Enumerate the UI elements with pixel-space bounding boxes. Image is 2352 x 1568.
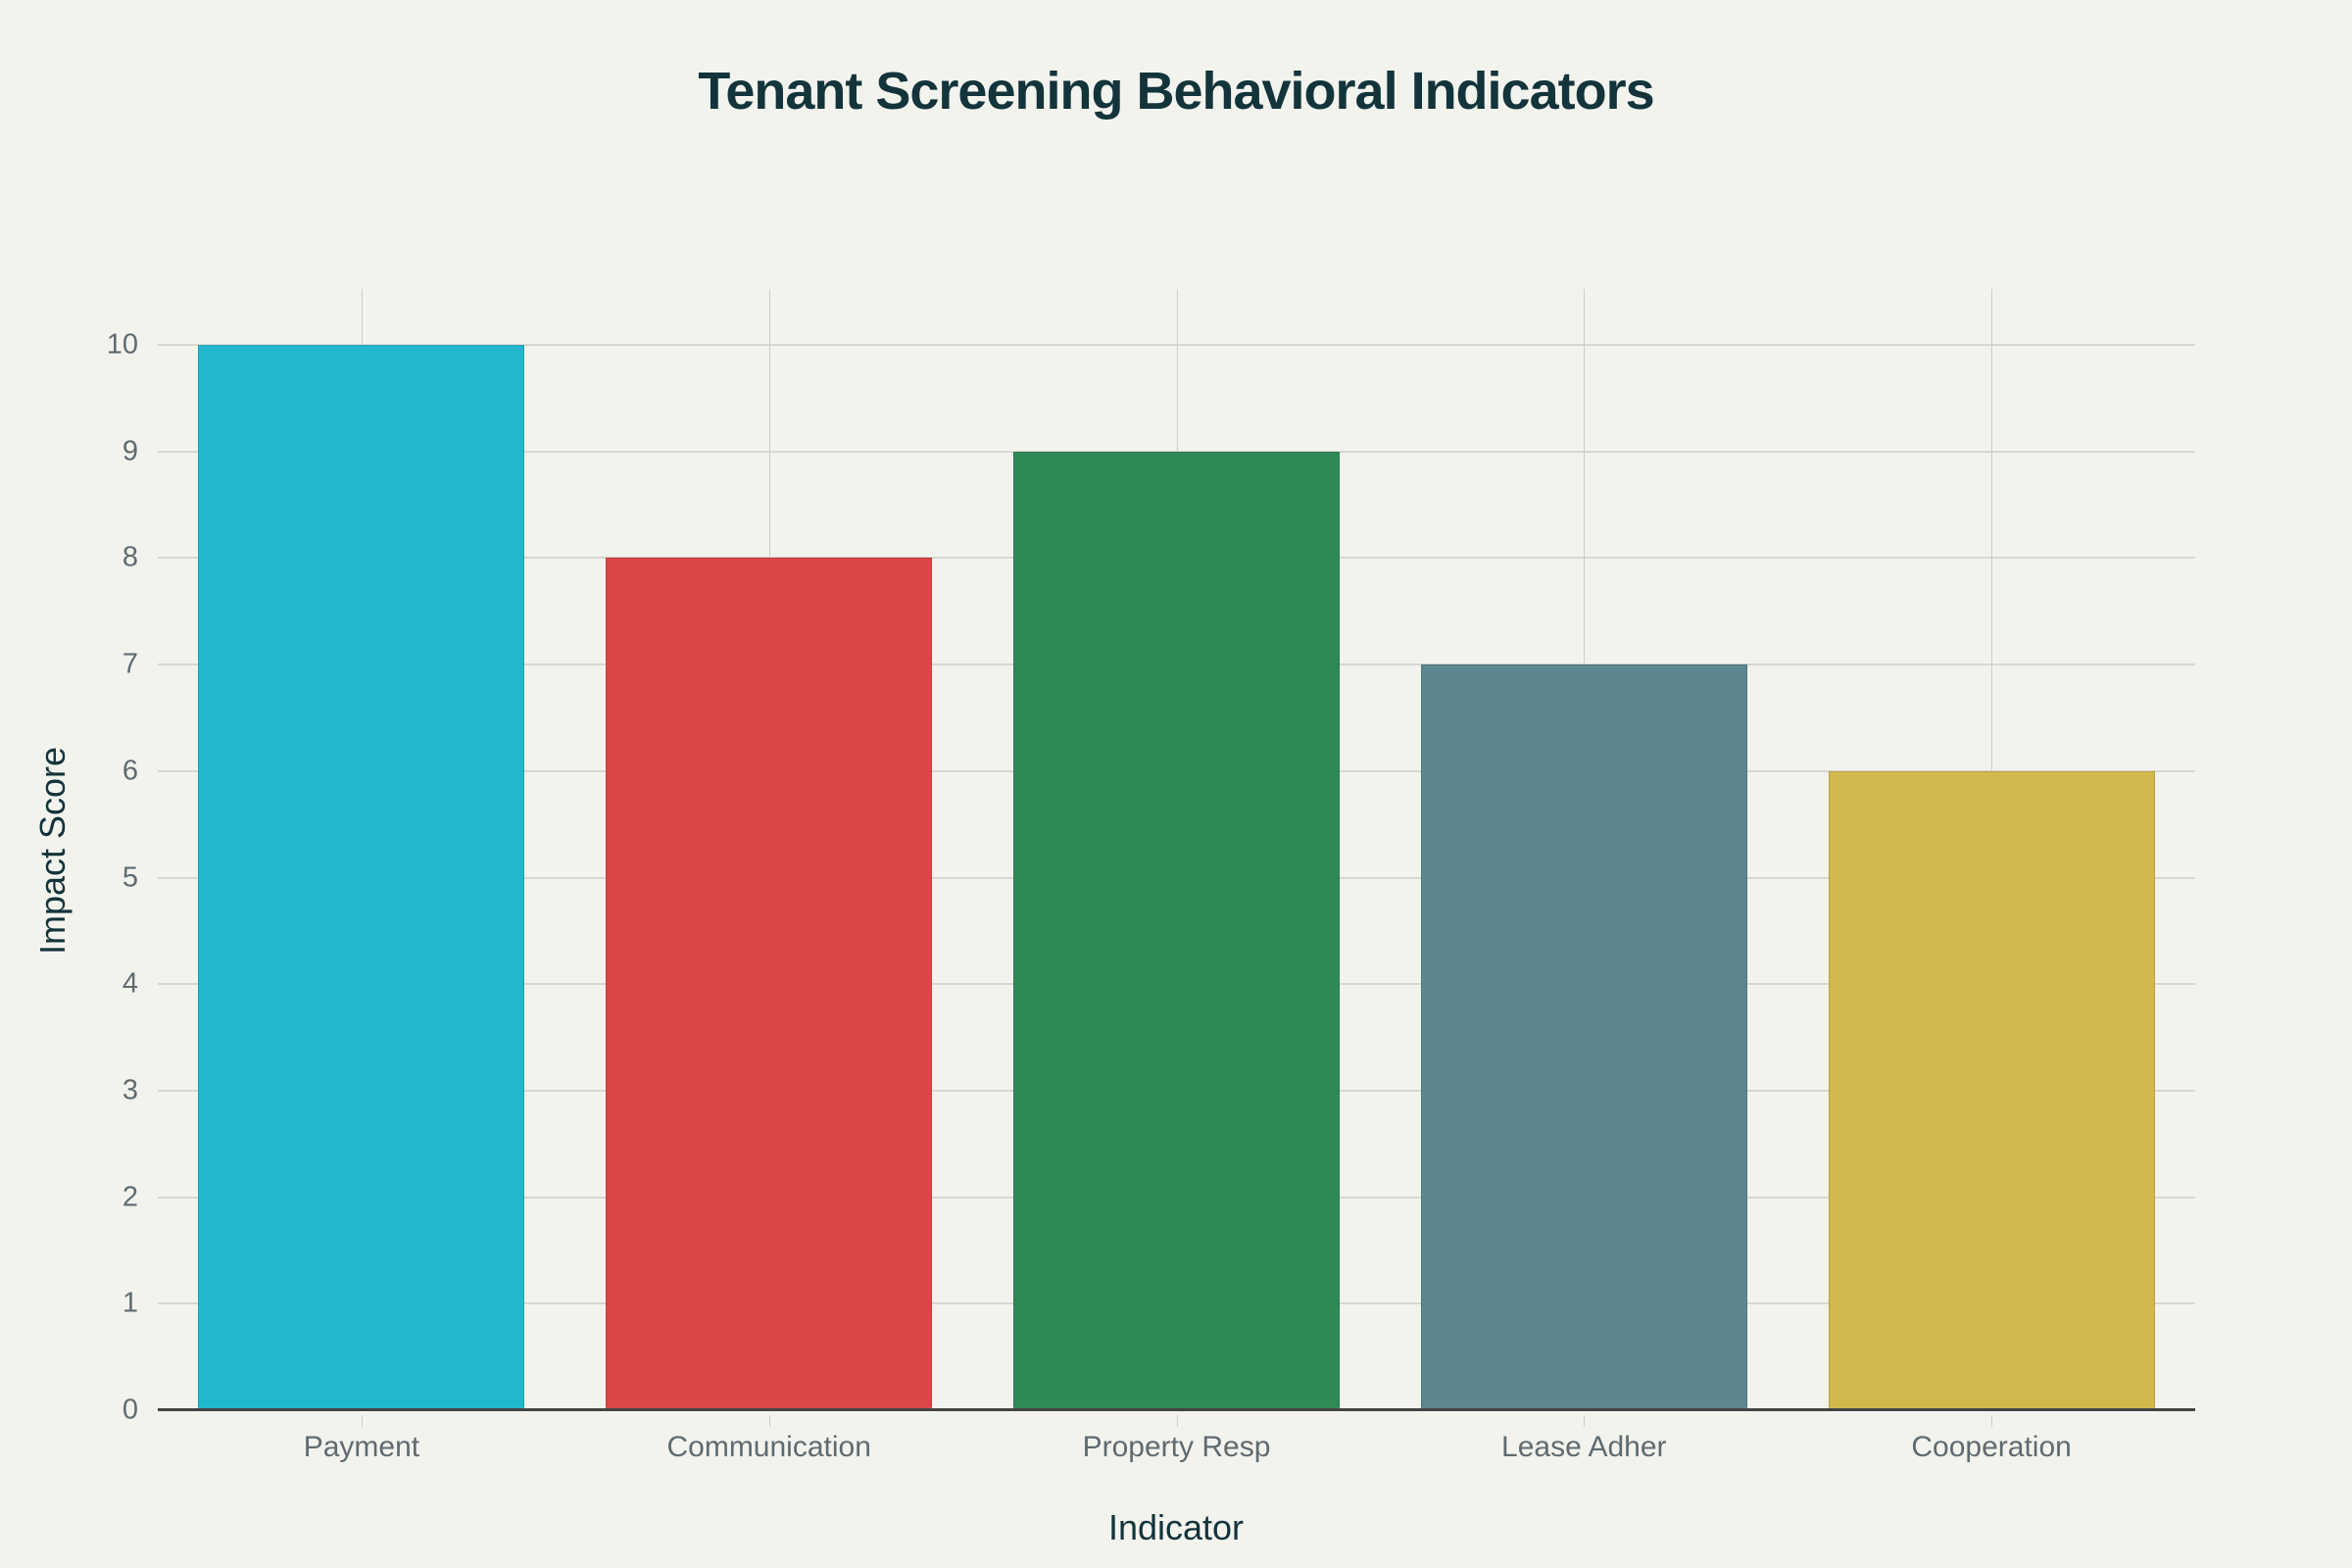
- y-tick-label: 3: [122, 1074, 138, 1106]
- x-tick-mark: [768, 1415, 770, 1427]
- x-axis-line: [158, 1408, 2195, 1411]
- x-tick-mark: [1176, 1415, 1178, 1427]
- y-tick-label: 6: [122, 755, 138, 787]
- x-tick-mark: [1584, 1415, 1586, 1427]
- bar-payment[interactable]: [198, 345, 525, 1410]
- plot-area: [158, 289, 2195, 1411]
- bar-lease-adher[interactable]: [1420, 664, 1747, 1410]
- y-tick-label: 7: [122, 648, 138, 680]
- y-tick-label: 5: [122, 861, 138, 893]
- x-tick-mark: [361, 1415, 363, 1427]
- x-tick-label: Communication: [666, 1431, 871, 1463]
- chart-title: Tenant Screening Behavioral Indicators: [698, 62, 1654, 121]
- y-tick-label: 10: [106, 328, 138, 361]
- y-tick-label: 1: [122, 1287, 138, 1319]
- y-tick-label: 2: [122, 1181, 138, 1213]
- y-tick-label: 0: [122, 1394, 138, 1426]
- x-tick-label: Lease Adher: [1501, 1431, 1667, 1463]
- x-tick-label: Cooperation: [1911, 1431, 2072, 1463]
- y-axis-label: Impact Score: [32, 746, 73, 956]
- y-tick-label: 4: [122, 967, 138, 1000]
- bar-property-resp[interactable]: [1013, 451, 1340, 1410]
- bar-communication[interactable]: [606, 558, 933, 1410]
- x-axis-label: Indicator: [1107, 1507, 1245, 1547]
- x-tick-label: Payment: [303, 1431, 420, 1463]
- y-tick-label: 8: [122, 541, 138, 573]
- x-tick-label: Property Resp: [1082, 1431, 1271, 1463]
- x-tick-mark: [1991, 1415, 1993, 1427]
- y-tick-label: 9: [122, 435, 138, 467]
- bar-cooperation[interactable]: [1828, 770, 2155, 1410]
